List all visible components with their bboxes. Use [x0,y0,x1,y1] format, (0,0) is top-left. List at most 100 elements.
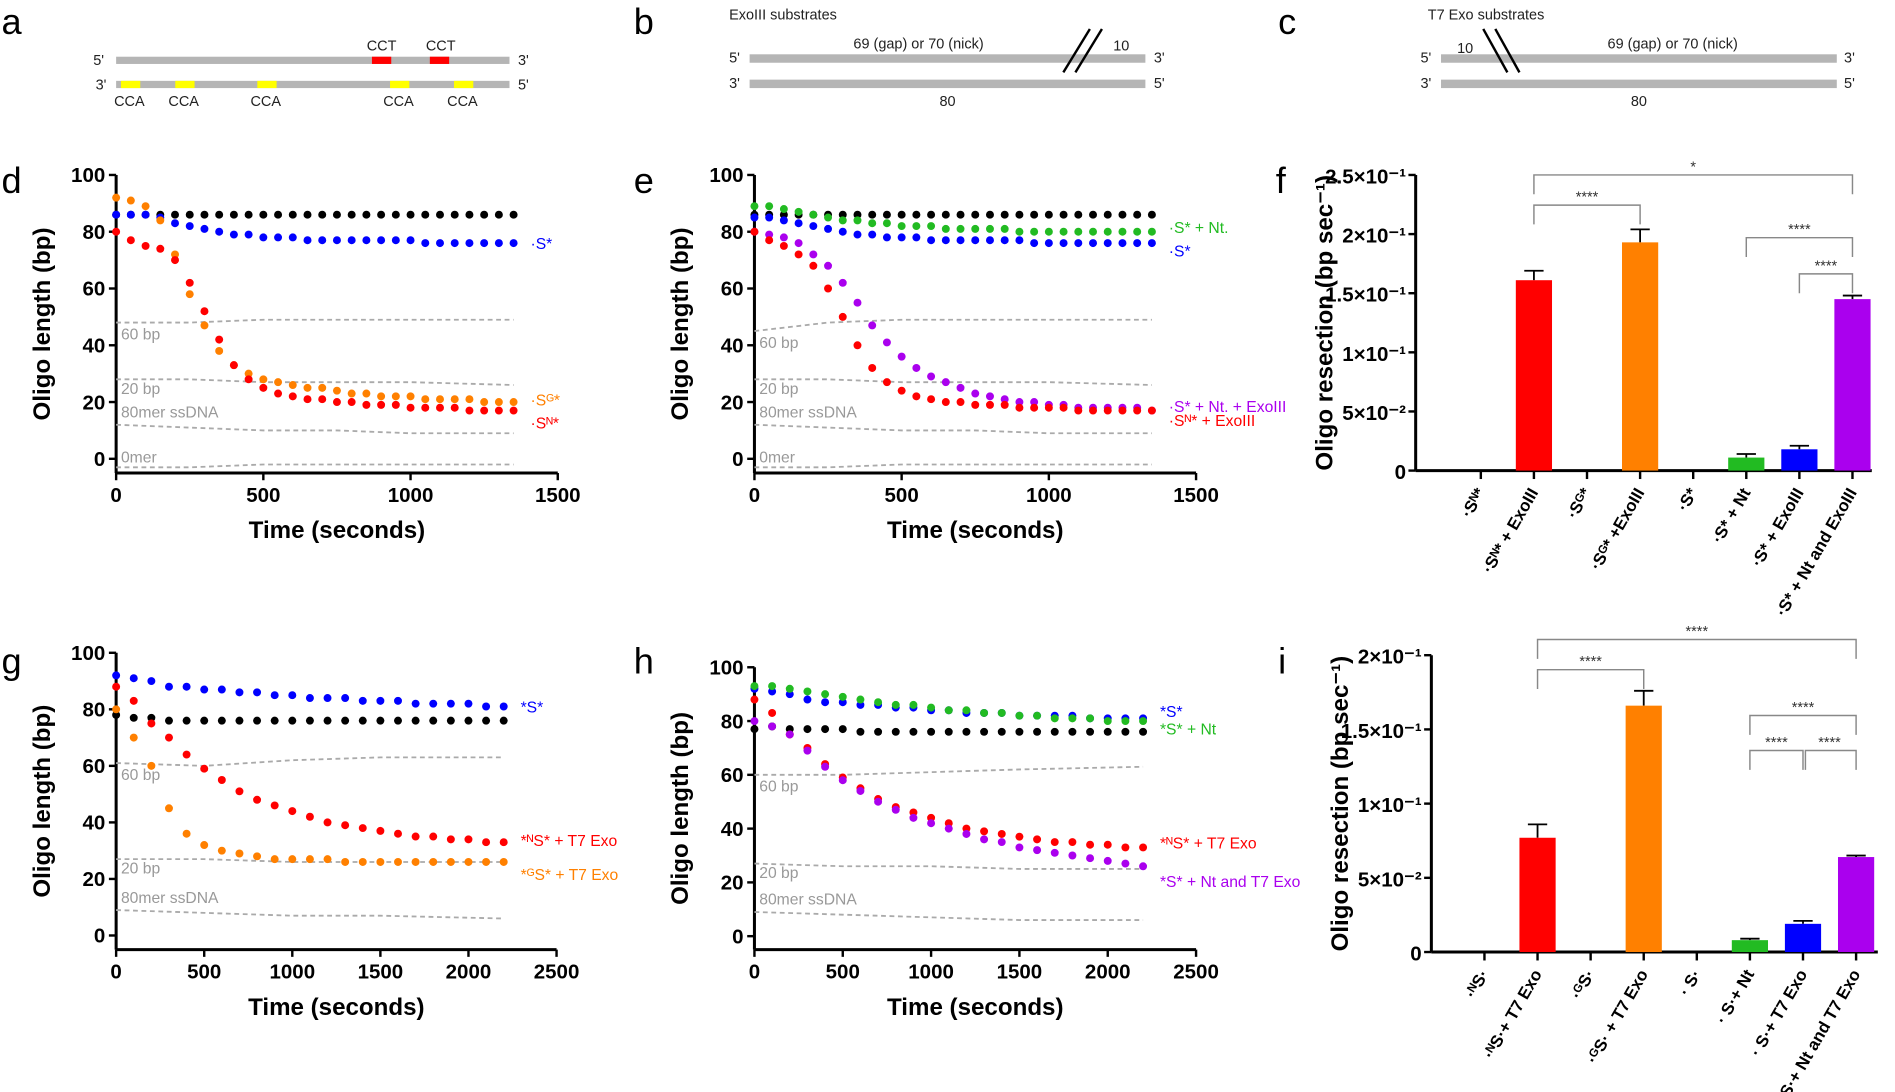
data-point [421,239,430,248]
data-point [824,261,833,270]
data-point [1139,843,1148,852]
data-point [785,730,794,739]
data-point [129,674,138,683]
data-point [956,236,965,245]
cca-site [453,80,474,89]
data-point [794,207,803,216]
label-3prime: 3' [1420,76,1431,92]
data-point [446,835,455,844]
y-tick-label: 0 [732,925,743,948]
category-label: ·S* + ExoIII [1747,485,1807,570]
series [750,722,1148,736]
data-point [1015,843,1024,852]
data-point [376,858,385,866]
data-point [274,233,283,242]
data-point [421,403,430,412]
data-point [1000,400,1009,409]
data-point [980,708,989,717]
data-point [171,219,179,228]
cct-label: CCT [426,39,456,55]
data-point [971,400,980,409]
data-point [406,210,415,219]
data-point [891,805,900,814]
data-point [482,702,491,711]
data-point [803,695,812,704]
panel-a-diagram: a 5' 3' 3' 5' CCT CCT CCA CCA CCA CCA CC… [2,1,529,110]
x-tick-label: 1500 [535,484,581,507]
x-tick-label: 1000 [269,961,315,984]
data-point [882,210,891,219]
data-point [1068,727,1077,736]
data-point [1074,210,1083,219]
data-point [927,727,936,736]
y-axis-label: Oligo length (bp) [667,712,694,905]
data-point [874,727,883,736]
data-point [1033,835,1042,844]
data-point [1089,239,1098,248]
data-point [838,776,847,785]
data-point [1015,398,1024,407]
bar [1731,940,1769,953]
bar [1625,705,1662,953]
reference-line-label: 20 bp [121,381,161,398]
series [112,210,518,219]
data-point [750,695,759,704]
data-point [341,716,350,725]
reference-line-label: 60 bp [759,335,799,352]
data-point [323,716,332,725]
y-tick-label: 2.5×10⁻¹ [1325,165,1406,188]
data-point [1074,227,1083,236]
data-point [509,398,518,407]
data-point [229,230,238,239]
y-tick-label: 100 [709,657,743,680]
y-tick-label: 60 [721,278,744,301]
data-point [362,400,371,409]
y-tick-label: 80 [721,221,744,244]
data-point [126,210,135,219]
bottom-strand [116,80,510,89]
y-tick-label: 0 [94,448,105,471]
data-point [509,210,518,219]
data-point [391,400,400,409]
data-point [141,202,150,211]
significance-label: **** [1815,258,1838,274]
data-point [944,727,953,736]
data-point [962,706,971,715]
reference-line-label: 80mer ssDNA [121,405,219,422]
data-point [509,406,518,415]
reference-line-label: 0mer [759,449,795,466]
reference-line [116,909,504,920]
series: ·Sᴳ* [112,193,560,410]
data-point [1068,851,1077,860]
data-point [803,746,812,755]
break-mark [1074,28,1103,74]
data-point [406,236,415,245]
cca-site [120,80,141,89]
x-axis-label: Time (seconds) [887,994,1064,1021]
category-label: · S· [1675,966,1705,999]
data-point [165,682,173,691]
data-point [253,852,262,861]
data-point [803,725,812,734]
data-point [941,224,950,233]
bar [1519,837,1556,953]
data-point [200,210,209,219]
data-point [450,395,459,404]
data-point [171,256,179,265]
data-point [1015,711,1024,720]
data-point [305,855,314,864]
cca-label: CCA [383,94,414,110]
data-point [1068,838,1077,847]
break-mark [1494,28,1521,73]
data-point [217,716,226,725]
data-point [971,210,980,219]
reference-line-label: 60 bp [121,326,161,343]
data-point [270,716,279,725]
series: ·S* [750,213,1191,260]
data-point [985,210,994,219]
data-point [323,694,332,702]
series: *ᴳS* + T7 Exo [112,705,619,884]
data-point [156,216,165,225]
long-fragment-label: 69 (gap) or 70 (nick) [1608,36,1738,52]
x-axis-label: Time (seconds) [248,994,425,1021]
